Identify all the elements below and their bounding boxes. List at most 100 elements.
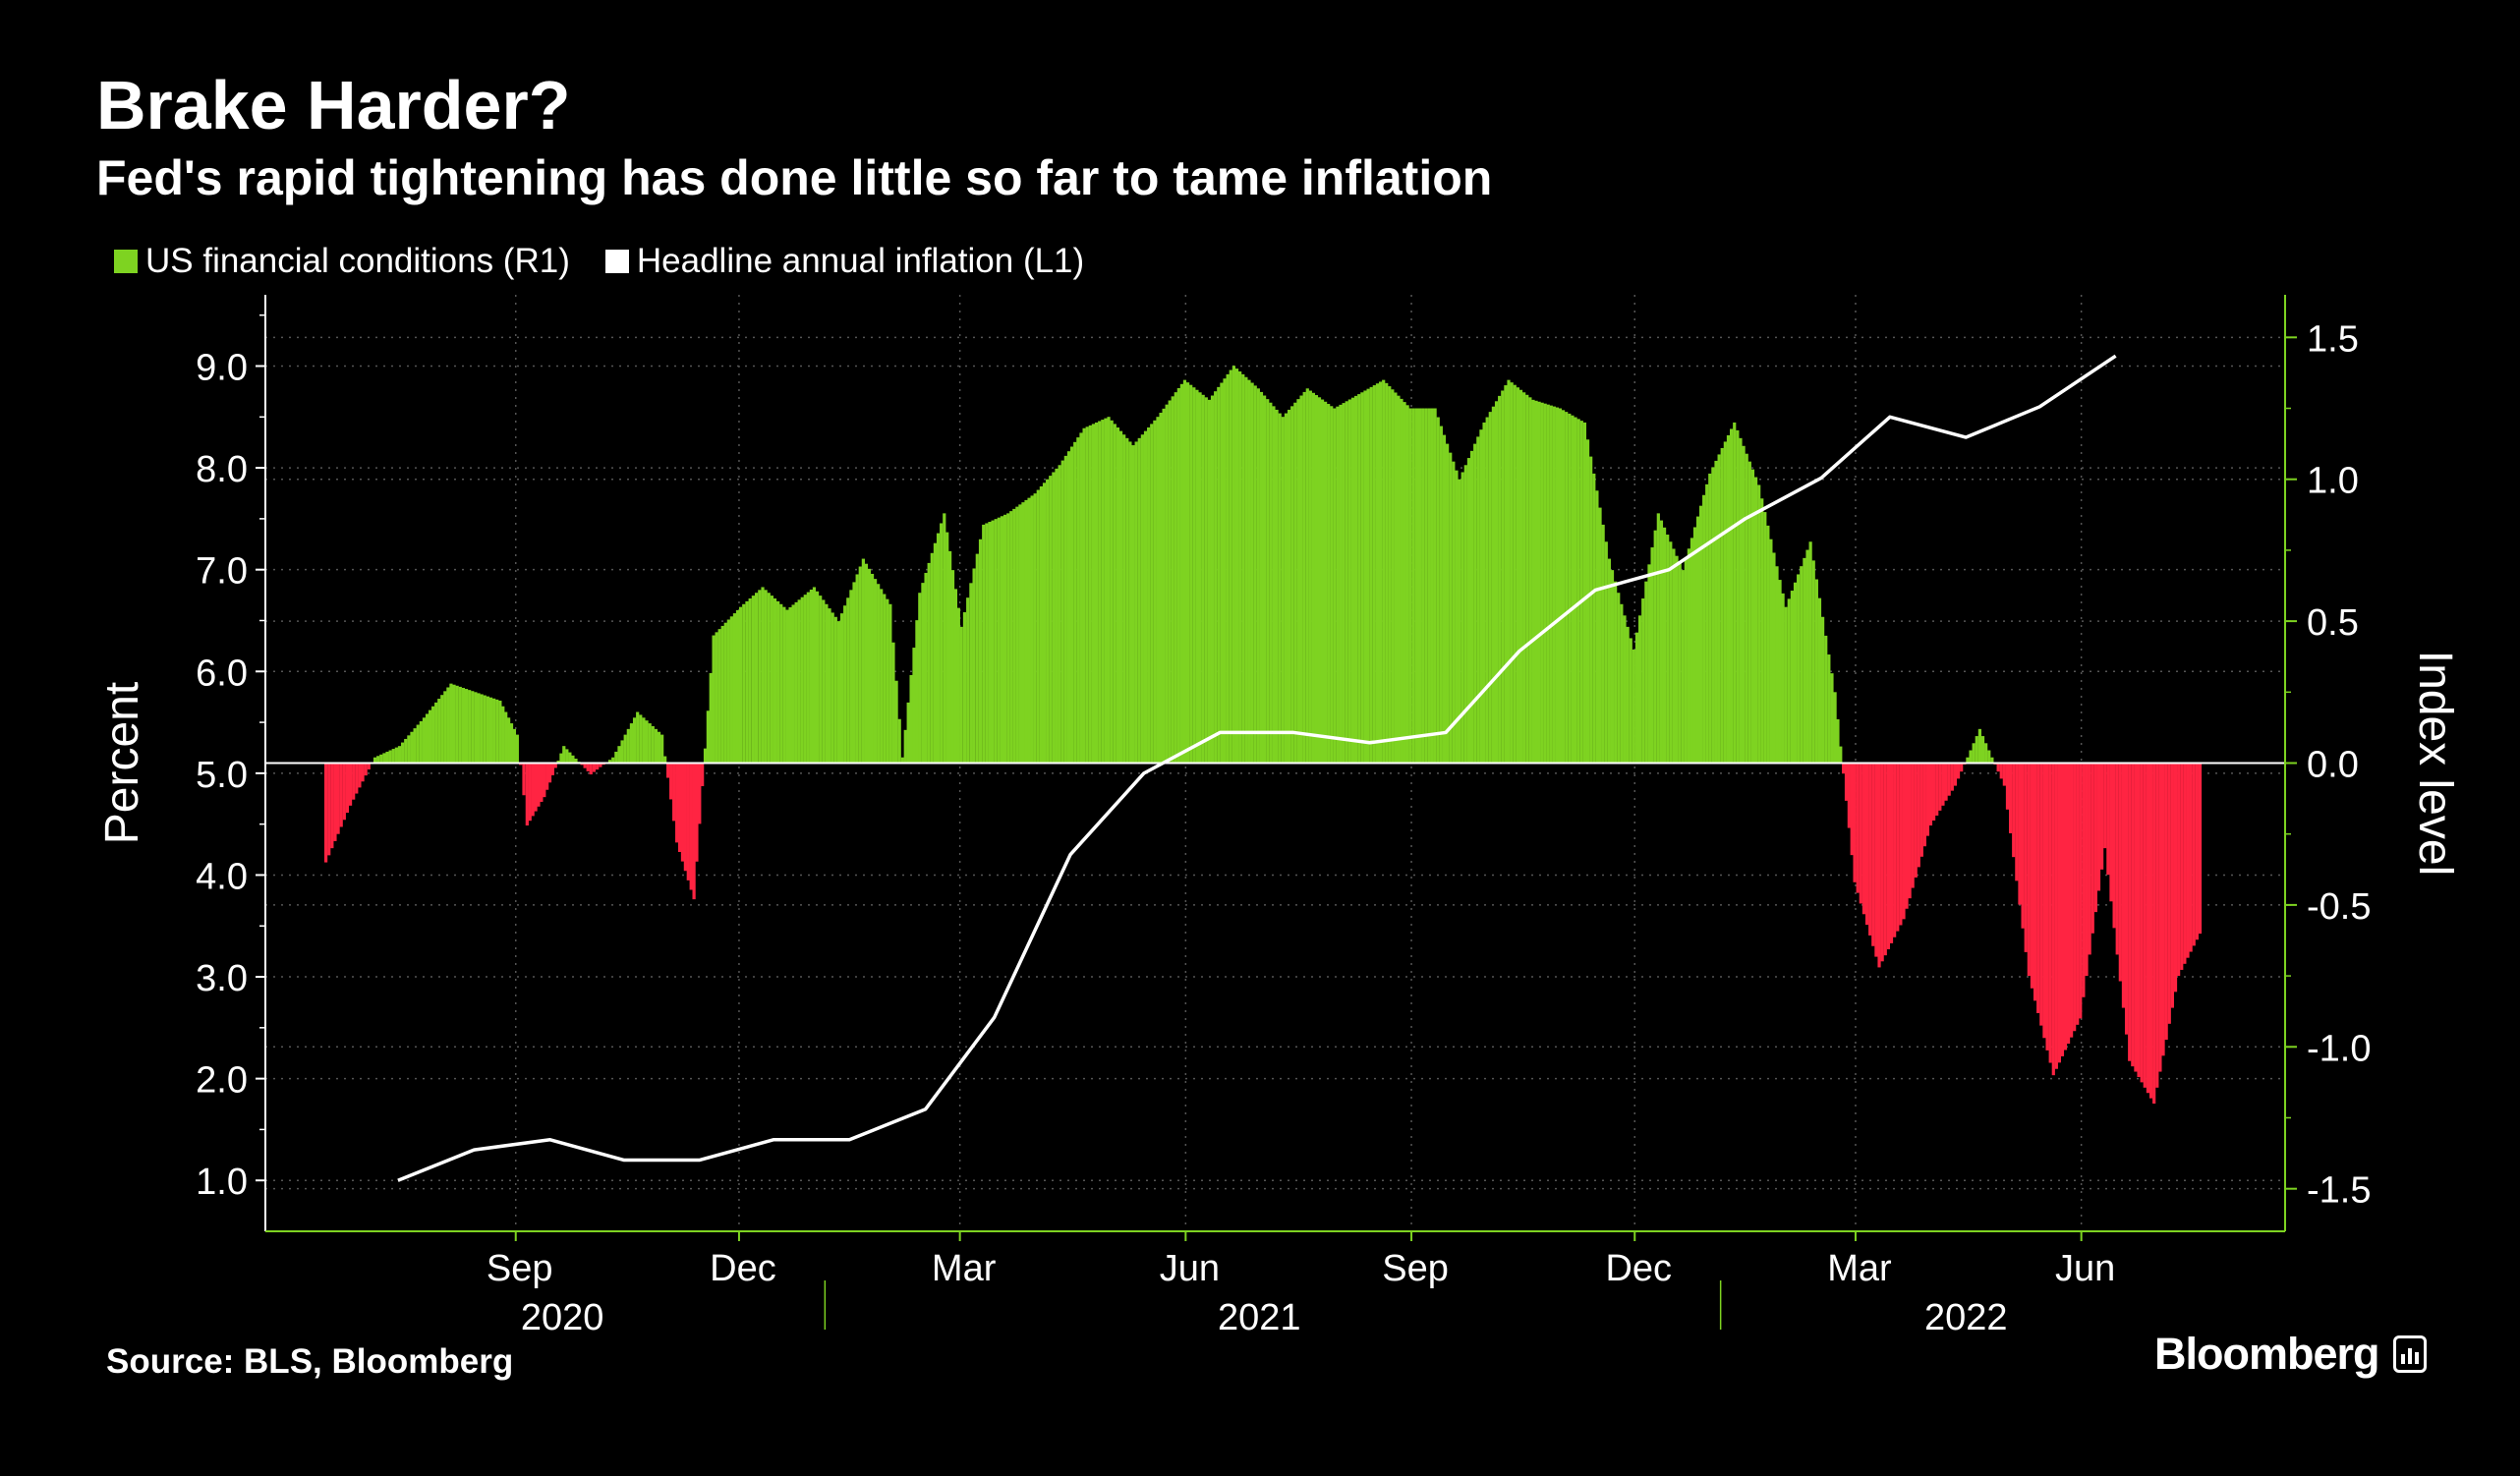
financial-conditions-bar	[883, 594, 887, 764]
financial-conditions-bar	[735, 609, 740, 764]
financial-conditions-bar	[994, 519, 998, 764]
financial-conditions-bar	[512, 728, 517, 764]
left-axis-tick-label: 7.0	[196, 551, 248, 593]
financial-conditions-bar	[1247, 379, 1251, 764]
financial-conditions-bar	[959, 626, 963, 764]
financial-conditions-bar	[1024, 499, 1028, 764]
financial-conditions-bar	[991, 520, 995, 764]
financial-conditions-bar	[1411, 408, 1415, 764]
financial-conditions-bar	[547, 763, 552, 783]
financial-conditions-bar	[1198, 392, 1202, 764]
financial-conditions-bar	[525, 763, 529, 826]
financial-conditions-bar	[562, 746, 566, 764]
financial-conditions-bar	[1666, 535, 1670, 764]
financial-conditions-bar	[2093, 763, 2097, 913]
financial-conditions-bar	[401, 742, 405, 764]
financial-conditions-bar	[830, 612, 834, 764]
financial-conditions-bar	[1372, 385, 1376, 764]
financial-conditions-bar	[729, 616, 733, 764]
legend: US financial conditions (R1) Headline an…	[114, 242, 1084, 281]
financial-conditions-bar	[975, 553, 979, 764]
financial-conditions-bar	[486, 696, 489, 764]
financial-conditions-bar	[2015, 763, 2019, 881]
x-axis-year-label: 2021	[1218, 1297, 1301, 1338]
financial-conditions-bar	[2005, 763, 2010, 810]
financial-conditions-bar	[1790, 591, 1794, 764]
financial-conditions-bar	[782, 606, 786, 764]
financial-conditions-bar	[1436, 417, 1440, 764]
financial-conditions-bar	[1058, 465, 1061, 764]
financial-conditions-bar	[611, 757, 615, 764]
financial-conditions-bar	[950, 570, 955, 764]
financial-conditions-bar	[599, 763, 602, 767]
financial-conditions-bar	[391, 749, 395, 764]
financial-conditions-bar	[2177, 763, 2181, 977]
legend-label-inflation: Headline annual inflation (L1)	[636, 242, 1085, 280]
x-axis-year-label: 2020	[521, 1297, 604, 1338]
financial-conditions-bar	[1690, 538, 1694, 764]
financial-conditions-bar	[666, 763, 670, 778]
financial-conditions-bar	[2063, 763, 2068, 1050]
financial-conditions-bar	[2082, 763, 2086, 997]
financial-conditions-bar	[1446, 443, 1450, 764]
financial-conditions-bar	[751, 596, 755, 764]
financial-conditions-bar	[1839, 746, 1843, 764]
financial-conditions-bar	[1919, 763, 1923, 857]
financial-conditions-bar	[1021, 502, 1025, 764]
financial-conditions-bar	[1150, 424, 1154, 764]
financial-conditions-bar	[1531, 399, 1535, 764]
financial-conditions-bar	[1039, 485, 1043, 764]
financial-conditions-bar	[556, 761, 560, 764]
financial-conditions-bar	[1975, 736, 1978, 764]
financial-conditions-bar	[2192, 763, 2196, 946]
financial-conditions-bar	[877, 584, 881, 764]
financial-conditions-bar	[1195, 389, 1199, 764]
financial-conditions-bar	[1223, 378, 1227, 764]
financial-conditions-bar	[1565, 412, 1569, 764]
legend-label-financial-conditions: US financial conditions (R1)	[145, 242, 570, 280]
financial-conditions-bar	[1604, 541, 1608, 764]
financial-conditions-bar	[773, 598, 777, 764]
financial-conditions-bar	[2143, 763, 2147, 1088]
financial-conditions-bar	[969, 583, 973, 764]
financial-conditions-bar	[864, 563, 869, 764]
financial-conditions-bar	[1179, 383, 1184, 764]
financial-conditions-bar	[997, 517, 1001, 764]
financial-conditions-bar	[1883, 763, 1887, 956]
financial-conditions-bar	[1094, 422, 1099, 764]
financial-conditions-bar	[1720, 447, 1724, 764]
financial-conditions-bar	[972, 568, 976, 764]
financial-conditions-bar	[1174, 392, 1177, 764]
financial-conditions-bar	[455, 685, 459, 764]
financial-conditions-bar	[715, 632, 718, 764]
financial-conditions-bar	[695, 763, 699, 862]
financial-conditions-bar	[1082, 427, 1086, 764]
right-axis-title: Index level	[2409, 651, 2461, 876]
x-axis-tick-label: Dec	[1605, 1248, 1672, 1289]
financial-conditions-bar	[812, 587, 817, 764]
financial-conditions-bar	[1766, 525, 1770, 764]
financial-conditions-bar	[639, 714, 643, 764]
financial-conditions-bar	[1296, 399, 1300, 764]
financial-conditions-bar	[1692, 527, 1697, 764]
financial-conditions-bar	[1168, 400, 1172, 764]
financial-conditions-bar	[761, 587, 765, 764]
financial-conditions-bar	[1632, 649, 1635, 764]
financial-conditions-bar	[1085, 426, 1089, 764]
financial-conditions-bar	[903, 729, 907, 764]
financial-conditions-bar	[1525, 394, 1529, 764]
financial-conditions-bar	[2009, 763, 2013, 833]
financial-conditions-bar	[1726, 434, 1731, 764]
financial-conditions-bar	[1811, 560, 1815, 764]
financial-conditions-bar	[1234, 369, 1239, 764]
financial-conditions-bar	[2021, 763, 2025, 929]
financial-conditions-bar	[1540, 402, 1544, 764]
financial-conditions-bar	[809, 590, 813, 764]
financial-conditions-bar	[586, 763, 590, 771]
financial-conditions-bar	[2036, 763, 2040, 1013]
financial-conditions-bar	[1424, 408, 1428, 764]
financial-conditions-bar	[1911, 763, 1915, 888]
financial-conditions-bar	[1871, 763, 1875, 946]
financial-conditions-bar	[507, 717, 511, 764]
financial-conditions-bar	[495, 699, 499, 764]
